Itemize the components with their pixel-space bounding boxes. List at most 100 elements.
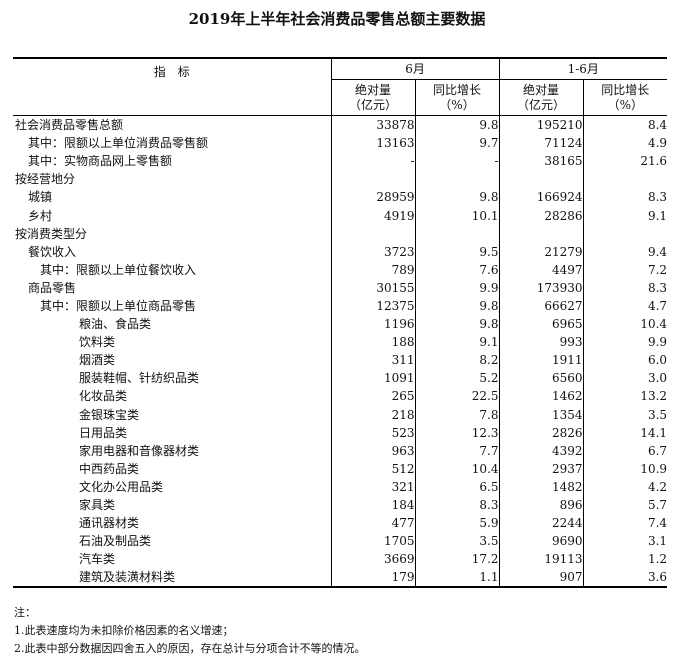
cell-june-growth: 9.8 — [414, 296, 500, 316]
indicator-header: 指 标 — [153, 65, 190, 79]
cell-june-absolute: 963 — [330, 441, 415, 460]
cell-june-absolute: 512 — [330, 459, 415, 478]
table-row: 汽车类 3669 17.2 19113 1.2 — [13, 550, 668, 569]
row-label: 石油及制品类 — [79, 534, 152, 549]
cell-june-absolute: 30155 — [330, 278, 415, 297]
cell-ytd-absolute: 195210 — [498, 115, 584, 135]
table-row: 城镇 28959 9.8 166924 8.3 — [13, 188, 668, 207]
cell-june-absolute: 3669 — [330, 550, 415, 569]
table-row: 石油及制品类 1705 3.5 9690 3.1 — [13, 532, 668, 551]
cell-june-absolute: 1705 — [330, 532, 415, 551]
cell-ytd-growth: 10.9 — [582, 459, 668, 478]
cell-ytd-growth: 4.7 — [582, 296, 668, 316]
table-row: 家具类 184 8.3 896 5.7 — [13, 495, 668, 515]
data-table: 指 标 6月 1-6月 绝对量 （亿元） 同比增长 （%） 绝对量 （亿元） 同比增长… — [13, 57, 668, 589]
table-row: 其中：限额以上单位餐饮收入 789 7.6 4497 7.2 — [13, 260, 668, 279]
group-header-jan-june: 1-6月 — [498, 59, 668, 80]
cell-ytd-absolute: 166924 — [498, 188, 584, 207]
cell-ytd-absolute — [498, 224, 584, 243]
row-label: 通讯器材类 — [79, 516, 140, 531]
cell-june-absolute: 477 — [330, 514, 415, 533]
cell-ytd-growth: 14.1 — [582, 423, 668, 442]
row-label: 家用电器和音像器材类 — [79, 443, 200, 458]
cell-june-growth: 9.8 — [414, 188, 500, 207]
cell-june-growth: 10.4 — [414, 459, 500, 478]
cell-june-growth: - — [414, 152, 500, 171]
cell-ytd-absolute: 896 — [498, 495, 584, 515]
cell-ytd-absolute: 71124 — [498, 134, 584, 153]
row-label: 按消费类型分 — [15, 226, 88, 241]
table-row: 餐饮收入 3723 9.5 21279 9.4 — [13, 242, 668, 261]
row-label: 服装鞋帽、针纺织品类 — [79, 371, 200, 386]
cell-june-growth: 1.1 — [414, 568, 500, 587]
page-title: 2019年上半年社会消费品零售总额主要数据 — [188, 10, 486, 28]
cell-ytd-absolute: 38165 — [498, 152, 584, 171]
cell-june-growth: 9.5 — [414, 242, 500, 261]
cell-ytd-growth: 3.6 — [582, 568, 668, 587]
cell-june-absolute: 33878 — [330, 115, 415, 135]
table-row: 按经营地分 — [13, 170, 668, 189]
table-row: 商品零售 30155 9.9 173930 8.3 — [13, 278, 668, 297]
table-row: 通讯器材类 477 5.9 2244 7.4 — [13, 514, 668, 533]
cell-june-absolute — [330, 170, 415, 189]
cell-ytd-growth: 6.7 — [582, 441, 668, 460]
cell-june-growth: 8.2 — [414, 351, 500, 370]
cell-june-growth: 9.1 — [414, 333, 500, 352]
cell-june-growth: 22.5 — [414, 387, 500, 406]
cell-ytd-growth: 3.1 — [582, 532, 668, 551]
cell-ytd-growth: 8.4 — [582, 115, 668, 135]
cell-june-growth: 17.2 — [414, 550, 500, 569]
table-row: 建筑及装潢材料类 179 1.1 907 3.6 — [13, 568, 668, 587]
cell-ytd-absolute: 2244 — [498, 514, 584, 533]
notes: 注： 1.此表速度均为未扣除价格因素的名义增速； 2.此表中部分数据因四舍五入的… — [14, 604, 366, 658]
cell-june-absolute: 789 — [330, 260, 415, 279]
cell-ytd-growth: 7.2 — [582, 260, 668, 279]
cell-june-absolute — [330, 224, 415, 243]
cell-ytd-growth: 8.3 — [582, 278, 668, 297]
cell-june-absolute: - — [330, 152, 415, 171]
row-label: 按经营地分 — [15, 172, 76, 187]
row-label: 餐饮收入 — [28, 244, 77, 259]
row-label: 其中：限额以上单位餐饮收入 — [40, 262, 197, 277]
subheader-growth: 同比增长 （%） — [582, 79, 668, 116]
subheader-absolute: 绝对量 （亿元） — [330, 79, 415, 116]
cell-ytd-growth: 6.0 — [582, 351, 668, 370]
cell-ytd-absolute: 21279 — [498, 242, 584, 261]
cell-ytd-absolute: 9690 — [498, 532, 584, 551]
cell-ytd-absolute: 1482 — [498, 477, 584, 496]
subheader-growth: 同比增长 （%） — [414, 79, 500, 116]
table-row: 文化办公用品类 321 6.5 1482 4.2 — [13, 477, 668, 496]
cell-june-growth: 5.9 — [414, 514, 500, 533]
table-row: 金银珠宝类 218 7.8 1354 3.5 — [13, 405, 668, 424]
cell-ytd-absolute: 6560 — [498, 369, 584, 388]
row-label: 乡村 — [28, 208, 53, 223]
cell-june-growth — [414, 170, 500, 189]
cell-june-growth: 8.3 — [414, 495, 500, 515]
cell-june-growth — [414, 224, 500, 243]
cell-ytd-growth: 21.6 — [582, 152, 668, 171]
table-row: 日用品类 523 12.3 2826 14.1 — [13, 423, 668, 442]
table-row: 粮油、食品类 1196 9.8 6965 10.4 — [13, 315, 668, 334]
subheader-absolute: 绝对量 （亿元） — [498, 79, 584, 116]
row-label: 商品零售 — [28, 280, 77, 295]
cell-june-growth: 7.6 — [414, 260, 500, 279]
table-row: 其中：实物商品网上零售额 - -38165 21.6 — [13, 152, 668, 171]
cell-june-growth: 6.5 — [414, 477, 500, 496]
cell-ytd-absolute: 907 — [498, 568, 584, 587]
cell-june-absolute: 184 — [330, 495, 415, 515]
cell-june-growth: 5.2 — [414, 369, 500, 388]
row-label: 其中：限额以上单位商品零售 — [40, 298, 197, 313]
row-label: 金银珠宝类 — [79, 407, 140, 422]
cell-june-absolute: 179 — [330, 568, 415, 587]
cell-ytd-growth: 9.1 — [582, 206, 668, 225]
table-row: 社会消费品零售总额 33878 9.8 195210 8.4 — [13, 115, 668, 135]
row-label: 家具类 — [79, 498, 116, 513]
cell-june-growth: 9.7 — [414, 134, 500, 153]
table-row: 服装鞋帽、针纺织品类 1091 5.2 6560 3.0 — [13, 369, 668, 388]
table-row: 烟酒类 311 8.2 1911 6.0 — [13, 351, 668, 370]
cell-ytd-absolute: 993 — [498, 333, 584, 352]
cell-ytd-growth: 4.2 — [582, 477, 668, 496]
row-label: 烟酒类 — [79, 353, 116, 368]
cell-ytd-growth: 5.7 — [582, 495, 668, 515]
group-header-june: 6月 — [330, 59, 500, 80]
